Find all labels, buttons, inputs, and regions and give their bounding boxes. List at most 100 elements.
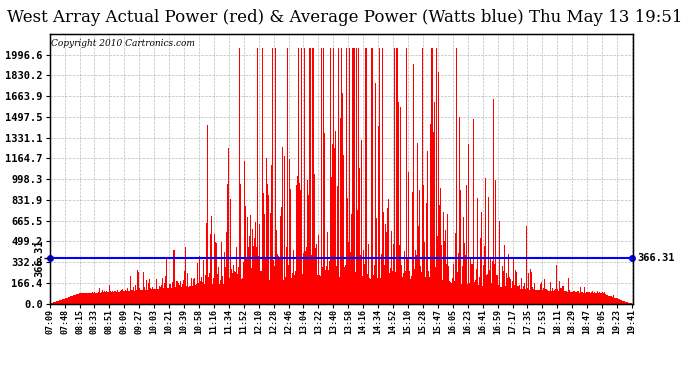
Bar (473, 118, 474, 304)
Bar (86, 292, 87, 304)
Bar (101, 290, 103, 304)
Bar (474, 282, 475, 304)
Bar (267, 184, 268, 304)
Bar (463, 188, 464, 304)
Bar (413, 64, 414, 304)
Bar (290, 207, 291, 304)
Bar (521, 278, 522, 304)
Bar (371, 48, 372, 304)
Bar (93, 292, 94, 304)
Bar (420, 266, 421, 304)
Bar (336, 266, 337, 304)
Bar (177, 282, 178, 304)
Bar (265, 259, 266, 304)
Bar (509, 277, 510, 304)
Bar (491, 283, 492, 304)
Bar (112, 292, 113, 304)
Bar (87, 293, 88, 304)
Bar (250, 48, 251, 304)
Bar (247, 217, 248, 304)
Bar (226, 232, 227, 304)
Bar (212, 284, 213, 304)
Bar (617, 298, 618, 304)
Bar (516, 272, 517, 304)
Bar (606, 295, 607, 304)
Bar (223, 284, 224, 304)
Bar (235, 272, 236, 304)
Bar (244, 161, 245, 304)
Bar (122, 290, 123, 304)
Bar (502, 266, 503, 304)
Bar (330, 48, 331, 304)
Bar (577, 291, 578, 304)
Bar (494, 264, 495, 304)
Bar (501, 287, 502, 304)
Bar (293, 251, 294, 304)
Bar (282, 147, 283, 304)
Bar (484, 246, 485, 304)
Bar (479, 277, 480, 304)
Bar (378, 126, 379, 304)
Bar (73, 295, 74, 304)
Bar (148, 284, 149, 304)
Bar (288, 265, 289, 304)
Bar (120, 291, 121, 304)
Bar (354, 48, 355, 304)
Text: 366.31: 366.31 (34, 239, 44, 277)
Bar (350, 252, 351, 304)
Bar (511, 288, 512, 304)
Bar (560, 291, 562, 304)
Bar (322, 267, 323, 304)
Bar (570, 292, 571, 304)
Bar (335, 132, 336, 304)
Bar (620, 300, 621, 304)
Bar (138, 272, 139, 304)
Bar (417, 143, 418, 304)
Bar (586, 291, 588, 304)
Bar (273, 260, 274, 304)
Bar (487, 274, 488, 304)
Bar (152, 286, 153, 304)
Bar (394, 48, 395, 304)
Bar (178, 284, 179, 304)
Text: Copyright 2010 Cartronics.com: Copyright 2010 Cartronics.com (51, 39, 195, 48)
Bar (185, 247, 186, 304)
Bar (428, 277, 429, 304)
Bar (252, 229, 253, 304)
Text: 366.31: 366.31 (637, 253, 674, 263)
Bar (146, 280, 147, 304)
Bar (471, 264, 472, 304)
Bar (136, 290, 137, 304)
Bar (131, 290, 132, 304)
Bar (381, 254, 382, 304)
Bar (412, 192, 413, 304)
Bar (458, 253, 459, 304)
Bar (333, 48, 334, 304)
Bar (157, 289, 158, 304)
Bar (539, 290, 540, 304)
Bar (579, 292, 580, 304)
Bar (414, 269, 415, 304)
Bar (444, 241, 445, 304)
Bar (475, 280, 476, 304)
Bar (309, 48, 310, 304)
Bar (68, 297, 70, 304)
Bar (127, 288, 128, 304)
Bar (162, 278, 163, 304)
Bar (531, 273, 532, 304)
Bar (403, 273, 404, 304)
Bar (362, 276, 363, 304)
Bar (123, 291, 124, 304)
Bar (341, 48, 342, 304)
Bar (337, 48, 339, 304)
Bar (507, 279, 508, 304)
Bar (169, 284, 170, 304)
Bar (407, 257, 408, 304)
Bar (91, 293, 92, 304)
Bar (196, 284, 197, 304)
Bar (363, 250, 364, 304)
Bar (261, 174, 262, 304)
Bar (129, 291, 130, 304)
Bar (128, 291, 129, 304)
Bar (74, 295, 75, 304)
